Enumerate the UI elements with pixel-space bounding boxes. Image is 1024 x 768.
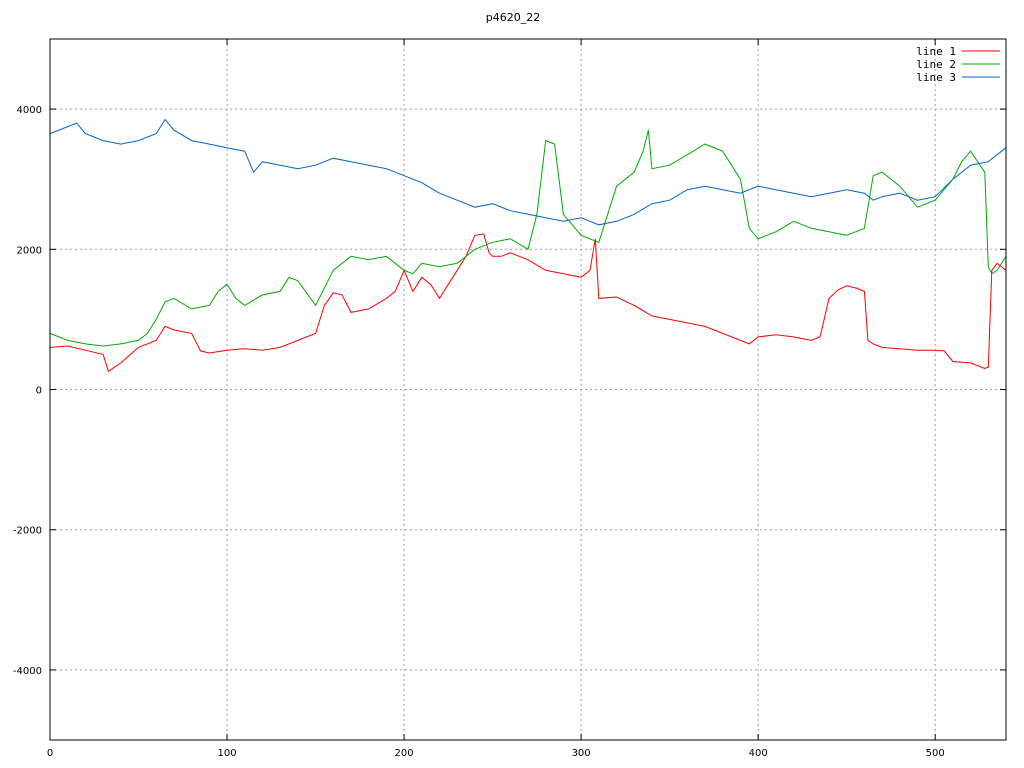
- legend-label-2: line 2: [916, 58, 956, 71]
- chart-title: p4620_22: [486, 11, 540, 24]
- y-tick-label: -4000: [13, 666, 42, 677]
- plot-area: [49, 118, 1007, 373]
- legend-label-1: line 1: [916, 45, 956, 58]
- x-tick-label: 500: [926, 748, 945, 759]
- y-tick-label: 2000: [17, 245, 42, 256]
- grid: [49, 39, 1006, 740]
- y-tick-label: -2000: [13, 526, 42, 537]
- series-line-2: [49, 129, 1007, 347]
- plot-frame: [49, 38, 1007, 741]
- x-tick-label: 100: [217, 748, 236, 759]
- series-line-1: [49, 233, 1007, 373]
- x-tick-label: 300: [572, 748, 591, 759]
- x-tick-label: 200: [395, 748, 414, 759]
- x-tick-label: 400: [749, 748, 768, 759]
- axes: 0 100 200 300 400 500 -4000 -2000 0 2000 4000: [13, 39, 1006, 759]
- series-line-3: [49, 118, 1007, 226]
- y-tick-label: 0: [36, 386, 42, 397]
- y-tick-label: 4000: [17, 105, 42, 116]
- legend-label-3: line 3: [916, 71, 956, 84]
- x-tick-label: 0: [47, 748, 53, 759]
